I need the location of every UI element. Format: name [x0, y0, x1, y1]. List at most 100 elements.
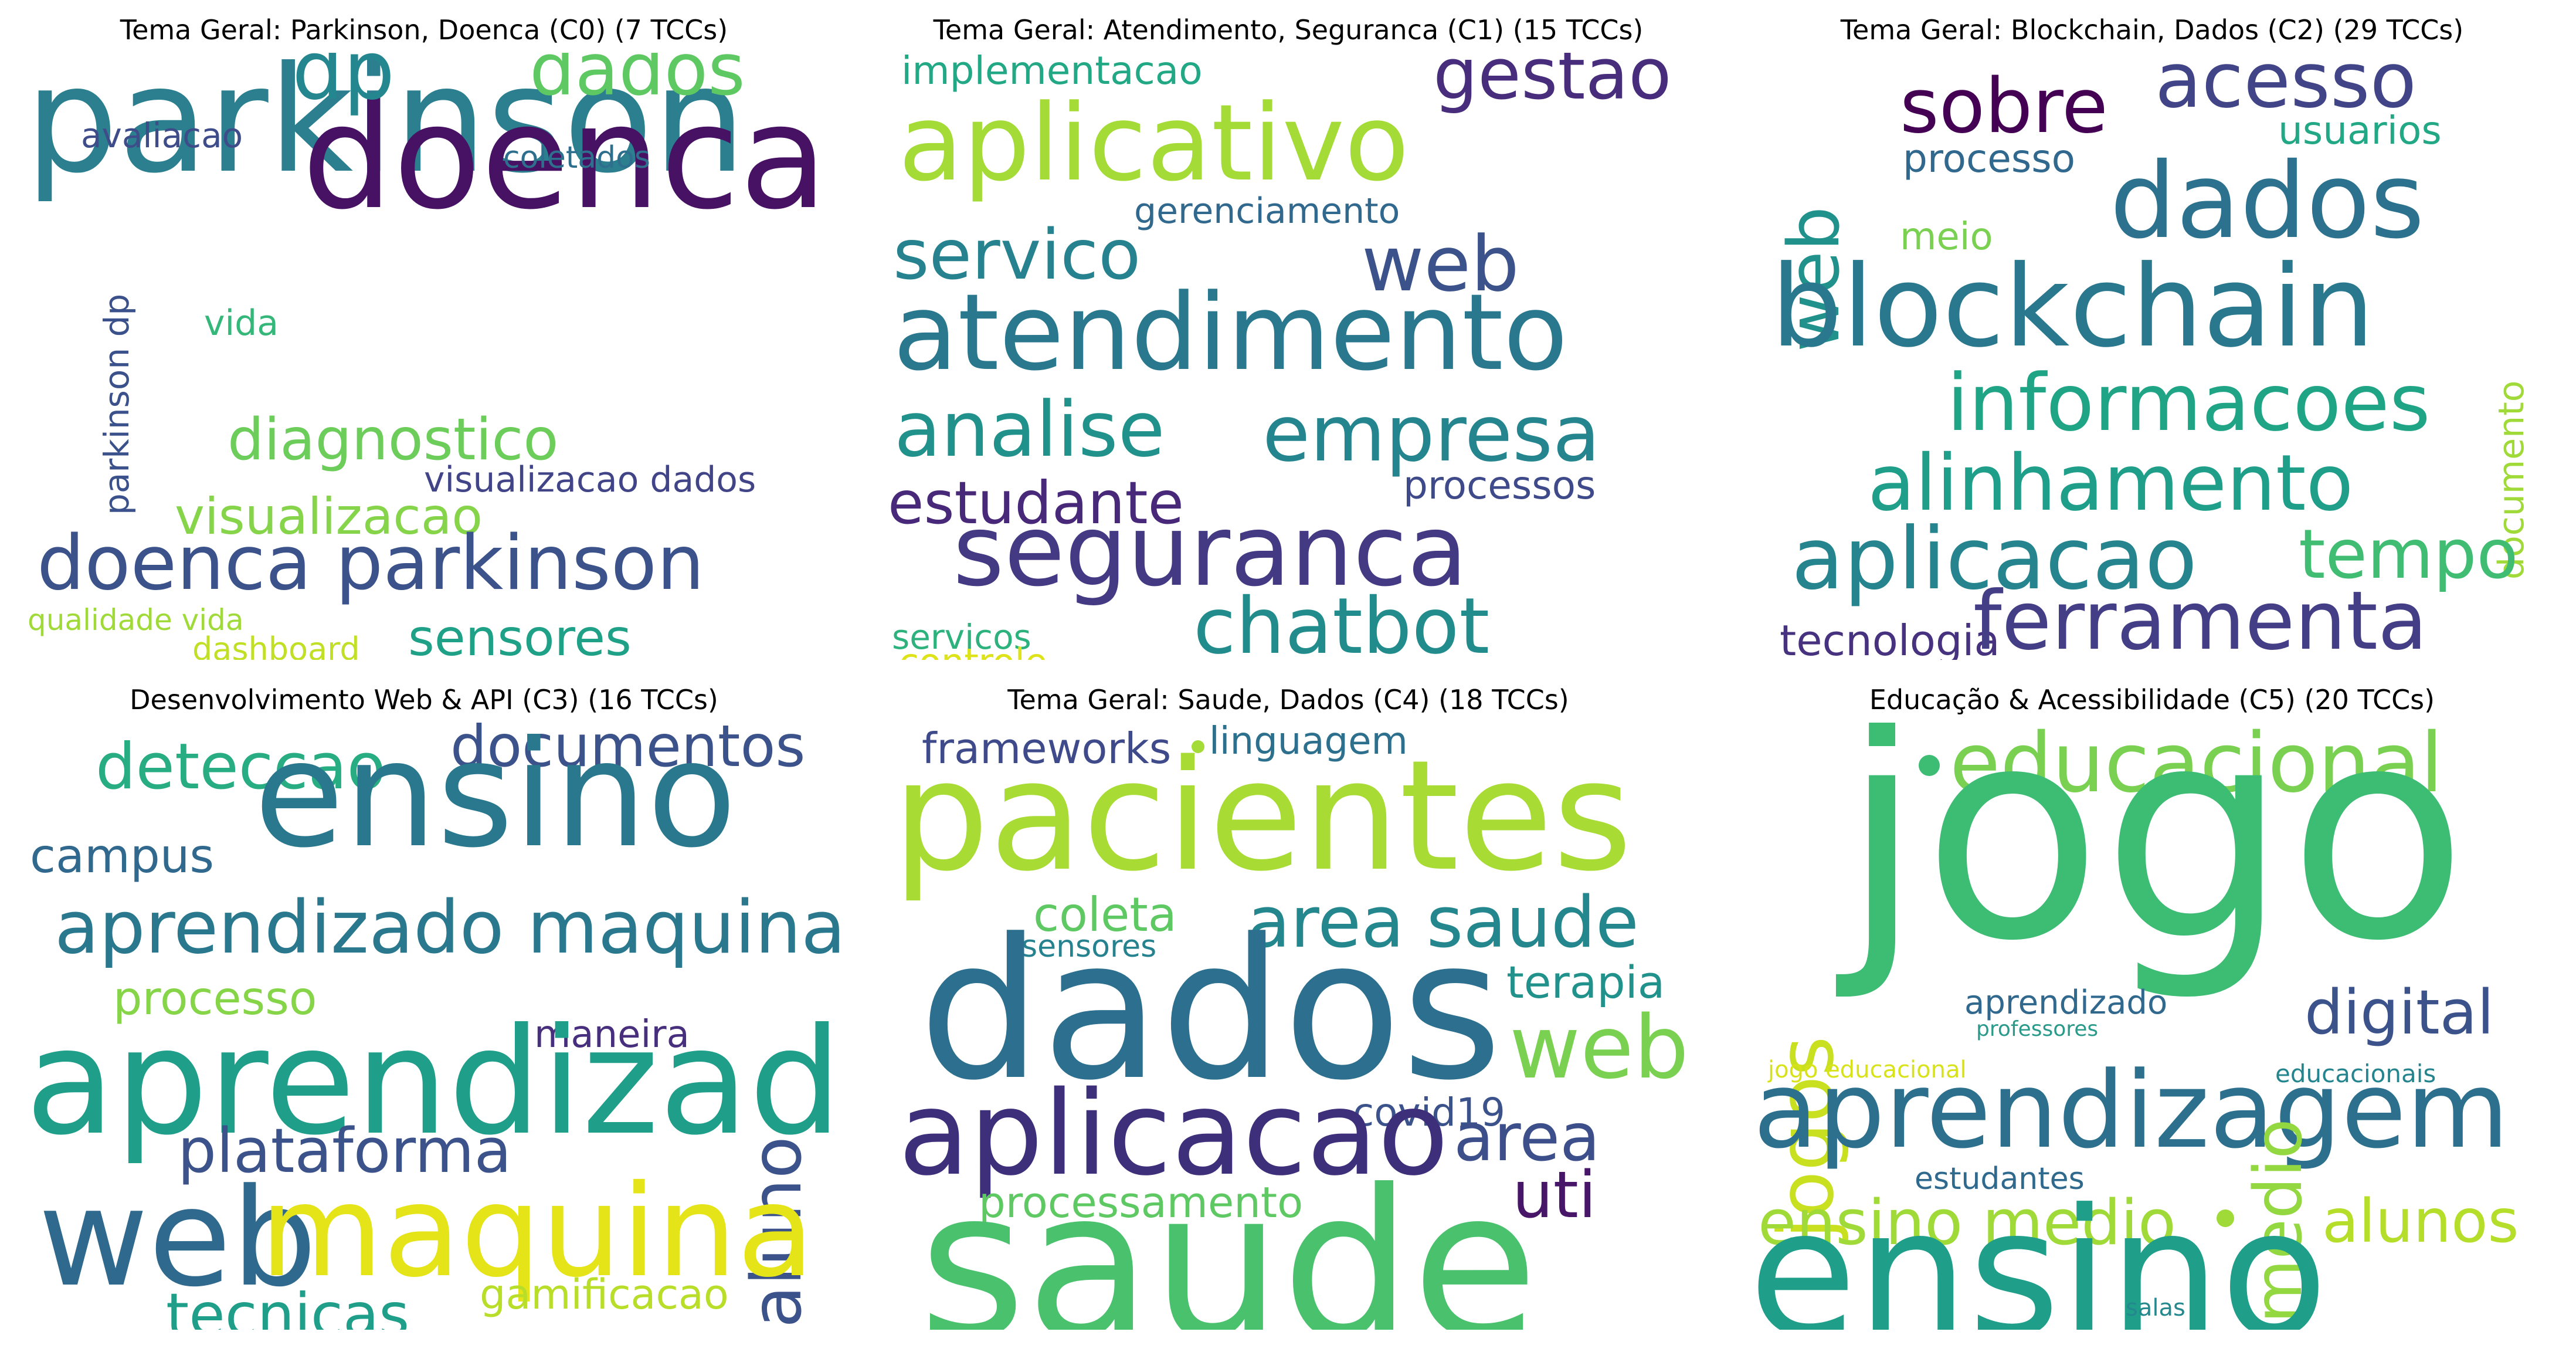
- word: sobre: [1900, 63, 2108, 150]
- word: vida: [204, 303, 279, 344]
- wordcloud: parkinson doenca dp dados avaliacao cole…: [8, 53, 840, 660]
- wordcloud: implementacao aplicativo gestao gerencia…: [872, 53, 1705, 660]
- word: web: [1362, 219, 1519, 309]
- word: web: [38, 1160, 317, 1317]
- word: gestao: [1433, 53, 1672, 116]
- panel-title: Educação & Acessibilidade (C5) (20 TCCs): [1869, 684, 2435, 716]
- word: sensores: [408, 609, 632, 660]
- word: salas: [2126, 1295, 2185, 1321]
- dot: [1919, 755, 1940, 776]
- word: area: [1454, 1100, 1600, 1176]
- word: processos: [1403, 463, 1596, 508]
- word: aplicacao: [898, 1066, 1449, 1201]
- word: diagnostico: [228, 406, 559, 473]
- word: ensino: [254, 723, 737, 880]
- wordcloud: jogos educacional jogo aprendizado profe…: [1736, 723, 2568, 1330]
- word: processo: [113, 973, 317, 1025]
- word: covid19: [1353, 1090, 1505, 1135]
- word: digital: [2305, 977, 2494, 1048]
- word: processamento: [979, 1178, 1304, 1227]
- word: doenca: [302, 74, 828, 241]
- word: terapia: [1506, 956, 1665, 1008]
- word: pacientes: [892, 728, 1633, 905]
- wordcloud-panel-c1: Tema Geral: Atendimento, Seguranca (C1) …: [872, 11, 1705, 662]
- word: avaliacao: [81, 116, 243, 155]
- word: saude: [919, 1146, 1539, 1330]
- word: documentos: [450, 723, 806, 780]
- word: deteccao: [96, 730, 386, 804]
- word: maquina: [260, 1158, 815, 1305]
- word: chatbot: [1193, 581, 1490, 660]
- word: aprendizado: [25, 997, 840, 1167]
- word: professores: [1976, 1017, 2099, 1041]
- word: ensino: [1749, 1171, 2329, 1330]
- word: seguranca: [953, 493, 1468, 608]
- word: controle: [899, 644, 1047, 660]
- wordcloud-panel-c0: Tema Geral: Parkinson, Doenca (C0) (7 TC…: [8, 11, 840, 662]
- word: alinhamento: [1868, 438, 2354, 528]
- wordcloud-panel-c3: Desenvolvimento Web & API (C3) (16 TCCs)…: [8, 680, 840, 1331]
- word: campus: [30, 829, 215, 883]
- word: tecnicas: [166, 1280, 410, 1330]
- wordcloud-panel-c5: Educação & Acessibilidade (C5) (20 TCCs)…: [1736, 680, 2568, 1331]
- word: tempo: [2299, 515, 2519, 594]
- panel-title: Tema Geral: Atendimento, Seguranca (C1) …: [933, 14, 1644, 46]
- word: doenca parkinson: [37, 520, 705, 607]
- word: acesso: [2155, 53, 2417, 125]
- word: frameworks: [922, 724, 1172, 773]
- word: educacional: [1950, 723, 2443, 811]
- word: educacionais: [2275, 1059, 2436, 1088]
- word: dados: [2110, 140, 2425, 262]
- word: visualizacao: [175, 487, 483, 546]
- word: atendimento: [893, 272, 1568, 394]
- dot: [1192, 740, 1204, 753]
- panel-title: Desenvolvimento Web & API (C3) (16 TCCs): [130, 684, 718, 716]
- wordcloud: web sobre acesso usuarios processo dados…: [1736, 53, 2568, 660]
- word: dp: [292, 53, 395, 118]
- wordcloud: documentos deteccao ensino campus aprend…: [8, 723, 840, 1330]
- word: usuarios: [2278, 108, 2442, 153]
- word: dados: [919, 897, 1502, 1123]
- word: gerenciamento: [1134, 191, 1400, 232]
- wordcloud-panel-c4: Tema Geral: Saude, Dados (C4) (18 TCCs) …: [872, 680, 1705, 1331]
- word: coletados: [503, 140, 651, 175]
- word: servico: [893, 214, 1141, 295]
- word: uti: [1512, 1157, 1597, 1232]
- word: coleta: [1033, 887, 1177, 942]
- word: ferramenta: [1973, 574, 2428, 660]
- word: estudante: [888, 469, 1185, 537]
- word: maneira: [534, 1013, 690, 1056]
- word: aprendizagem: [1753, 1049, 2509, 1172]
- word: dados: [530, 53, 745, 111]
- word: jogo: [1841, 723, 2468, 1005]
- word: visualizacao dados: [424, 459, 756, 500]
- word: jogo educacional: [1768, 1056, 1967, 1083]
- panel-title: Tema Geral: Saude, Dados (C4) (18 TCCs): [1007, 684, 1569, 716]
- dot: [2217, 1209, 2234, 1227]
- word: alunos: [2322, 1187, 2519, 1256]
- word: linguagem: [1209, 723, 1408, 763]
- word: qualidade vida: [28, 603, 244, 637]
- word: sensores: [1021, 929, 1157, 964]
- word: estudantes: [1915, 1161, 2085, 1197]
- panel-title: Tema Geral: Blockchain, Dados (C2) (29 T…: [1840, 14, 2464, 46]
- word: plataforma: [178, 1115, 512, 1187]
- word: dashboard: [192, 631, 360, 660]
- word: tecnologia: [1780, 616, 2000, 660]
- word: ensino medio: [1758, 1187, 2176, 1259]
- word: blockchain: [1771, 242, 2375, 372]
- word: gamificacao: [480, 1270, 729, 1319]
- word: aplicacao: [1791, 509, 2198, 609]
- word: processo: [1903, 136, 2076, 181]
- word: web: [1509, 997, 1689, 1098]
- word: informacoes: [1947, 357, 2431, 449]
- wordcloud: frameworks linguagem pacientes coleta se…: [872, 723, 1705, 1330]
- word: implementacao: [901, 53, 1203, 93]
- word: analise: [894, 385, 1165, 474]
- word: parkinson: [25, 53, 746, 205]
- word: empresa: [1262, 389, 1600, 479]
- panel-title: Tema Geral: Parkinson, Doenca (C0) (7 TC…: [120, 14, 728, 46]
- word: parkinson dp: [97, 293, 137, 515]
- word: meio: [1900, 215, 1993, 259]
- word: area saude: [1247, 882, 1639, 964]
